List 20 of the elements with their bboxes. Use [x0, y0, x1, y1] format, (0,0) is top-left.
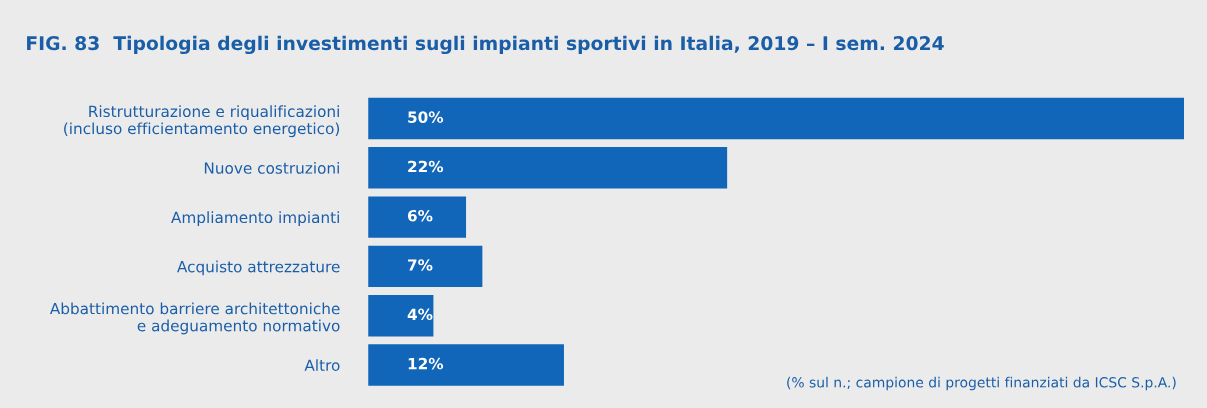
data-label: 50% [408, 111, 444, 123]
y-tick-label: Altro [304, 359, 340, 372]
data-label: 7% [408, 259, 433, 271]
bar [368, 97, 1185, 140]
data-label: 6% [407, 209, 433, 222]
y-tick-label: Acquisto attrezzature [177, 260, 340, 276]
data-label: 22% [408, 160, 444, 173]
y-tick-label: Nuove costruzioni [204, 161, 339, 174]
data-label: 4% [407, 308, 433, 321]
y-tick-label: Ristrutturazione e riqualificazioni (incluso efficientamento energetico) [64, 105, 340, 138]
annotation: (% sul n.; campione di progetti finanziati da ICSC S.p.A.) [787, 376, 1176, 391]
y-tick-label: Ampliamento impianti [171, 211, 339, 227]
bar [368, 245, 483, 288]
bar [368, 196, 467, 238]
data-label: 12% [408, 357, 444, 370]
bar [368, 344, 564, 386]
chart-title: FIG. 83 Tipologia degli investimenti sugli impianti sportivi in Italia, 2019 – I sem. 2024 [27, 35, 944, 55]
y-tick-label: Abbattimento barriere architettoniche e adeguamento normativo [49, 302, 340, 335]
bar [368, 147, 728, 189]
bar [368, 294, 434, 337]
